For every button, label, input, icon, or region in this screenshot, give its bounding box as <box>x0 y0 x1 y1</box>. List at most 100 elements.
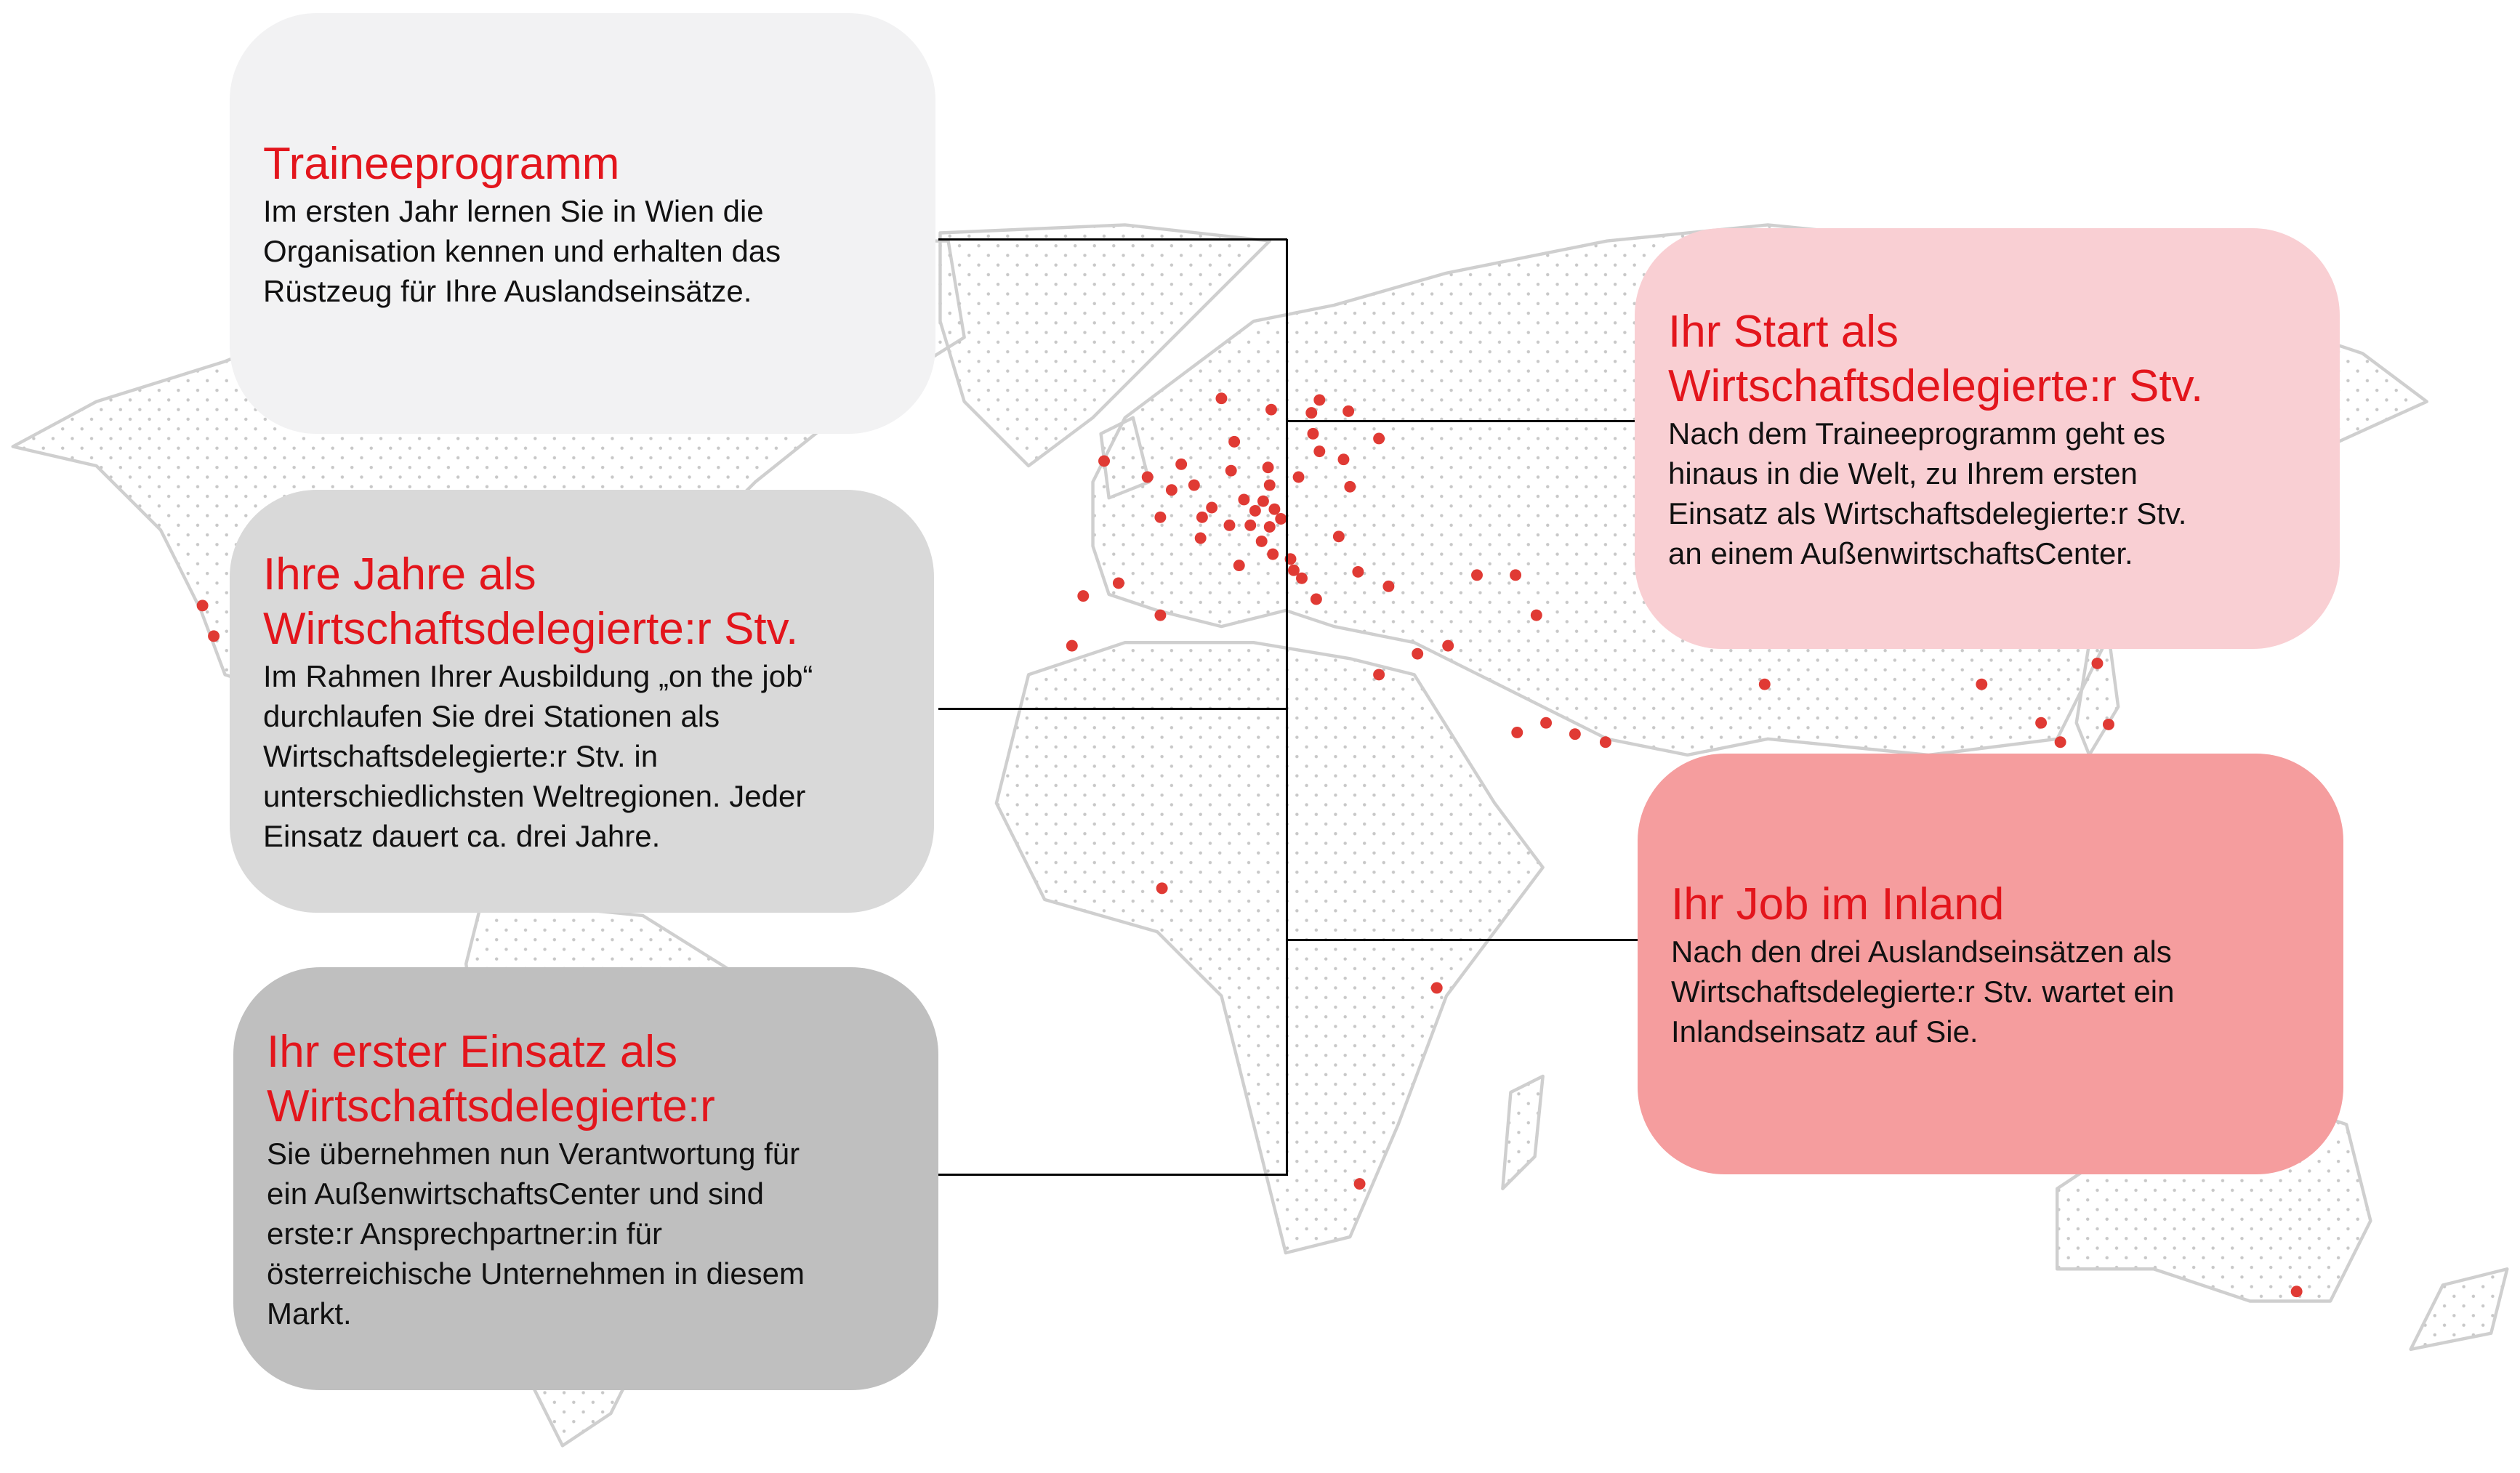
new-zealand <box>2409 1267 2509 1352</box>
office-marker <box>1342 405 1355 417</box>
office-marker <box>1292 471 1305 483</box>
connector-box4 <box>1287 420 1635 422</box>
office-marker <box>1758 678 1771 690</box>
card-text-line: Organisation kennen und erhalten das <box>263 233 781 268</box>
office-marker <box>1077 590 1090 602</box>
office-marker <box>1206 501 1218 514</box>
office-marker <box>1412 647 1424 660</box>
office-marker <box>2035 717 2048 729</box>
office-marker <box>1262 461 1274 474</box>
office-marker <box>1238 493 1250 506</box>
office-marker <box>1337 453 1350 466</box>
office-marker <box>1442 639 1454 652</box>
office-marker <box>1265 403 1277 416</box>
card-start-stv: Ihr Start als Wirtschaftsdelegierte:r Stv… <box>1635 228 2340 649</box>
office-marker <box>1233 560 1245 572</box>
card-title: Ihr erster Einsatz als Wirtschaftsdelegie… <box>267 1025 909 1134</box>
office-marker <box>1344 480 1356 493</box>
card-text: Nach den drei Auslandseinsätzen als Wirts… <box>1671 932 2314 1052</box>
office-marker <box>1275 513 1287 525</box>
office-marker <box>1382 580 1395 592</box>
office-marker <box>1313 445 1326 458</box>
card-text-line: durchlaufen Sie drei Stationen als <box>263 698 720 733</box>
office-marker <box>1510 569 1522 581</box>
card-title-line: Wirtschaftsdelegierte:r <box>267 1081 715 1131</box>
card-text-line: hinaus in die Welt, zu Ihrem ersten <box>1668 456 2138 491</box>
office-marker <box>208 630 220 642</box>
office-marker <box>1228 435 1241 448</box>
card-text-line: Wirtschaftsdelegierte:r Stv. in <box>263 738 659 773</box>
card-text-line: Inlandseinsatz auf Sie. <box>1671 1014 1978 1049</box>
card-text-line: Wirtschaftsdelegierte:r Stv. wartet ein <box>1671 974 2175 1009</box>
card-erster-einsatz: Ihr erster Einsatz als Wirtschaftsdelegie… <box>233 967 938 1390</box>
card-text-line: unterschiedlichsten Weltregionen. Jeder <box>263 778 806 813</box>
office-marker <box>1352 565 1364 578</box>
office-marker <box>1976 678 1988 690</box>
office-marker <box>2091 657 2104 669</box>
office-marker <box>1257 495 1269 507</box>
office-marker <box>1112 577 1124 589</box>
connector-box1 <box>938 238 1287 241</box>
greenland <box>938 223 1271 468</box>
connector-box3 <box>938 1174 1287 1176</box>
office-marker <box>1225 464 1237 477</box>
card-text-line: Im Rahmen Ihrer Ausbildung „on the job“ <box>263 658 813 693</box>
connector-vertical <box>1286 239 1288 1176</box>
office-marker <box>1188 479 1200 491</box>
card-text-line: Im ersten Jahr lernen Sie in Wien die <box>263 193 764 228</box>
office-marker <box>1530 609 1542 621</box>
office-marker <box>1223 519 1236 531</box>
card-text: Im Rahmen Ihrer Ausbildung „on the job“ d… <box>263 656 905 856</box>
office-marker <box>2054 736 2066 748</box>
card-text-line: Sie übernehmen nun Verantwortung für <box>267 1136 800 1171</box>
card-title-line: Ihr Start als <box>1668 306 1899 357</box>
office-marker <box>1066 639 1078 652</box>
office-marker <box>1141 471 1154 483</box>
office-marker <box>1313 394 1326 406</box>
card-text-line: Einsatz als Wirtschaftsdelegierte:r Stv. <box>1668 496 2187 530</box>
card-text: Im ersten Jahr lernen Sie in Wien die Org… <box>263 191 906 311</box>
connector-box2 <box>938 708 1287 710</box>
office-markers <box>196 392 2303 1298</box>
card-title: Traineeprogramm <box>263 137 906 191</box>
africa <box>994 640 1545 1255</box>
card-text-line: erste:r Ansprechpartner:in für <box>267 1216 662 1251</box>
card-text: Sie übernehmen nun Verantwortung für ein … <box>267 1134 909 1333</box>
card-title-line: Wirtschaftsdelegierte:r Stv. <box>263 603 799 654</box>
office-marker <box>1569 728 1581 740</box>
office-marker <box>1430 982 1443 994</box>
office-marker <box>1156 882 1168 895</box>
card-title-line: Ihr Job im Inland <box>1671 879 2005 929</box>
office-marker <box>1268 503 1281 515</box>
card-text-line: ein AußenwirtschaftsCenter und sind <box>267 1176 765 1211</box>
office-marker <box>1332 530 1345 543</box>
office-marker <box>2102 718 2114 730</box>
office-marker <box>1249 504 1261 517</box>
card-text-line: Markt. <box>267 1296 352 1331</box>
card-title-line: Wirtschaftsdelegierte:r Stv. <box>1668 360 2204 411</box>
office-marker <box>1471 569 1483 581</box>
card-title-line: Traineeprogramm <box>263 138 620 189</box>
office-marker <box>1215 392 1228 405</box>
office-marker <box>1307 427 1319 440</box>
card-title: Ihr Job im Inland <box>1671 877 2314 932</box>
office-marker <box>1154 609 1167 621</box>
office-marker <box>2290 1286 2303 1298</box>
office-marker <box>1154 511 1167 523</box>
office-marker <box>1287 564 1300 576</box>
office-marker <box>1296 572 1308 584</box>
office-marker <box>1196 511 1208 523</box>
madagascar <box>1501 1074 1545 1190</box>
office-marker <box>1373 669 1385 681</box>
office-marker <box>1267 548 1279 560</box>
connector-box5 <box>1287 939 1638 941</box>
office-marker <box>1244 519 1257 531</box>
card-text: Nach dem Traineeprogramm geht es hinaus i… <box>1668 413 2311 573</box>
office-marker <box>1305 407 1318 419</box>
card-title: Ihr Start als Wirtschaftsdelegierte:r Stv… <box>1668 304 2311 413</box>
office-marker <box>1194 532 1207 544</box>
office-marker <box>1263 479 1276 491</box>
office-marker <box>1353 1178 1366 1190</box>
office-marker <box>196 600 209 612</box>
office-marker <box>1098 455 1110 467</box>
